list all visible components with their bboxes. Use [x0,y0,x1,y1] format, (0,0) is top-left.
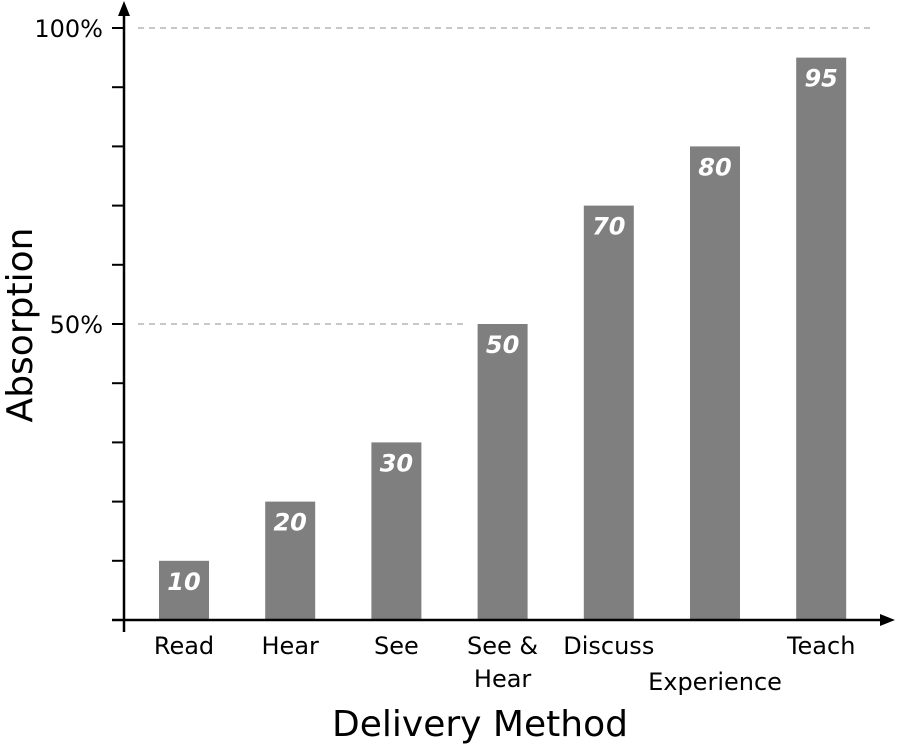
bar-see-hear [477,324,528,620]
bar-value-label: 30 [380,449,413,477]
x-tick-label: See [374,632,419,660]
bar-value-label: 50 [486,331,519,359]
bar-value-label: 95 [804,65,837,93]
bar-value-label: 10 [167,568,200,596]
y-tick-label: 50% [50,311,103,339]
x-tick-label: Discuss [563,632,654,660]
y-axis-ticks: 50% 100% [34,15,124,562]
bars [159,57,847,621]
bar-value-labels: 10 20 30 50 70 80 95 [167,65,838,596]
x-tick-label: Hear [262,632,320,660]
x-axis-arrowhead [880,614,895,626]
bar-hear [265,501,316,620]
y-axis-title: Absorption [0,228,41,423]
bar-value-label: 80 [698,153,731,181]
bar-see [371,442,422,620]
bar-value-label: 70 [592,213,625,241]
x-tick-label: Read [154,632,214,660]
x-axis-tick-labels: Read Hear See See & Hear Discuss ExperienceTea… [154,632,856,696]
y-tick-label: 100% [34,15,103,43]
x-tick-label: See & Hear [467,632,538,693]
bar-read [159,560,209,620]
reference-lines [138,27,870,325]
bar-teach [796,57,847,621]
y-axis-arrowhead [118,1,130,16]
bar-value-label: 20 [273,509,306,537]
x-axis-title: Delivery Method [332,704,628,745]
bar-experience [690,146,740,620]
x-tick-label: Teach [786,632,855,660]
x-tick-label: Experience [648,668,782,696]
bar-discuss [583,205,634,620]
